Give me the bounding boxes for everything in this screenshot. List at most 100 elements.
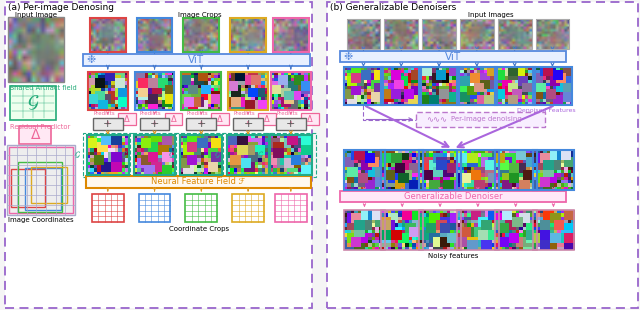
Bar bbox=[457, 150, 499, 190]
Bar bbox=[271, 72, 311, 110]
Bar bbox=[232, 194, 264, 222]
Text: $\Delta$: $\Delta$ bbox=[306, 113, 314, 125]
Bar bbox=[12, 88, 54, 118]
Text: Predicts: Predicts bbox=[276, 111, 298, 116]
Bar bbox=[275, 194, 307, 222]
Text: Input Image: Input Image bbox=[15, 12, 57, 18]
Bar bbox=[301, 113, 319, 125]
Text: $\mathcal{G}$: $\mathcal{G}$ bbox=[257, 149, 264, 161]
Bar bbox=[385, 19, 418, 49]
Text: $\mathcal{G}$: $\mathcal{G}$ bbox=[27, 94, 40, 112]
Bar bbox=[422, 19, 456, 49]
Bar bbox=[19, 162, 62, 212]
Text: Shared Artifact field: Shared Artifact field bbox=[10, 85, 77, 91]
Text: +: + bbox=[150, 119, 159, 129]
Text: $\mathcal{G}$: $\mathcal{G}$ bbox=[168, 149, 175, 161]
Bar bbox=[186, 118, 216, 130]
Text: Noisy features: Noisy features bbox=[428, 253, 478, 259]
Bar bbox=[381, 150, 423, 190]
Text: ❉: ❉ bbox=[344, 51, 353, 61]
Bar bbox=[227, 135, 269, 175]
Bar bbox=[8, 17, 64, 82]
Bar bbox=[10, 19, 62, 81]
Bar bbox=[273, 18, 308, 52]
Bar bbox=[118, 113, 136, 125]
Bar bbox=[223, 133, 273, 177]
Bar bbox=[12, 43, 40, 73]
Bar bbox=[184, 18, 220, 52]
Text: (b) Generalizable Denoisers: (b) Generalizable Denoisers bbox=[330, 3, 456, 12]
Bar bbox=[5, 2, 312, 308]
Bar bbox=[92, 194, 124, 222]
Bar bbox=[134, 135, 175, 175]
Bar bbox=[7, 145, 75, 215]
Bar bbox=[83, 54, 310, 66]
Bar bbox=[495, 67, 534, 105]
Bar bbox=[419, 150, 461, 190]
Bar bbox=[25, 168, 61, 210]
Bar bbox=[90, 18, 125, 52]
Bar bbox=[457, 67, 497, 105]
Text: Image Coordinates: Image Coordinates bbox=[8, 217, 74, 223]
Bar bbox=[344, 67, 383, 105]
Text: +: + bbox=[243, 119, 253, 129]
Text: ViT: ViT bbox=[188, 55, 204, 65]
Bar bbox=[276, 118, 306, 130]
Text: (a) Per-image Denosing: (a) Per-image Denosing bbox=[8, 3, 115, 12]
Bar bbox=[10, 86, 56, 120]
Bar bbox=[87, 135, 129, 175]
Text: +: + bbox=[196, 119, 206, 129]
Text: ❉: ❉ bbox=[86, 55, 95, 65]
Text: Coordinate Crops: Coordinate Crops bbox=[169, 226, 229, 232]
Bar bbox=[532, 150, 574, 190]
Bar bbox=[186, 194, 217, 222]
Text: Residual Predictor: Residual Predictor bbox=[10, 124, 70, 130]
Text: Generalizable Denoiser: Generalizable Denoiser bbox=[404, 192, 502, 201]
Bar bbox=[140, 118, 170, 130]
Text: $\mathcal{G}$: $\mathcal{G}$ bbox=[74, 149, 81, 161]
Bar bbox=[230, 18, 266, 52]
Bar bbox=[457, 210, 499, 250]
Bar bbox=[419, 210, 461, 250]
Text: Input Images: Input Images bbox=[468, 12, 514, 18]
Bar bbox=[258, 113, 276, 125]
Bar bbox=[495, 210, 536, 250]
Bar bbox=[93, 118, 123, 130]
Bar bbox=[10, 147, 73, 213]
Bar bbox=[228, 72, 268, 110]
Text: +: + bbox=[286, 119, 296, 129]
Text: Predicts: Predicts bbox=[93, 111, 115, 116]
Bar bbox=[326, 2, 638, 308]
Bar bbox=[340, 191, 566, 202]
Bar bbox=[381, 210, 423, 250]
Bar bbox=[344, 210, 385, 250]
Text: $\mathcal{G}$: $\mathcal{G}$ bbox=[214, 149, 221, 161]
Bar bbox=[416, 112, 545, 127]
Bar bbox=[86, 176, 311, 188]
Bar bbox=[532, 67, 572, 105]
Text: Image Crops: Image Crops bbox=[177, 12, 221, 18]
Text: $\Delta$: $\Delta$ bbox=[263, 113, 271, 125]
Bar bbox=[28, 42, 55, 70]
Text: $\Delta$: $\Delta$ bbox=[216, 113, 224, 125]
Bar bbox=[16, 39, 52, 79]
Bar bbox=[460, 19, 494, 49]
Text: $\mathcal{G}$: $\mathcal{G}$ bbox=[121, 149, 128, 161]
Text: $\Delta$: $\Delta$ bbox=[170, 113, 177, 125]
Text: ViT: ViT bbox=[445, 51, 461, 61]
Bar bbox=[19, 126, 51, 144]
Bar bbox=[180, 135, 222, 175]
Bar bbox=[164, 113, 182, 125]
Text: Predicts: Predicts bbox=[140, 111, 161, 116]
Text: Predicts: Predicts bbox=[186, 111, 208, 116]
Text: Per-image denoising: Per-image denoising bbox=[451, 117, 522, 122]
Bar bbox=[266, 133, 316, 177]
Bar bbox=[22, 44, 52, 76]
Bar bbox=[137, 18, 172, 52]
Bar bbox=[130, 133, 179, 177]
Bar bbox=[419, 67, 459, 105]
Bar bbox=[12, 169, 45, 207]
Bar bbox=[211, 113, 229, 125]
Bar bbox=[381, 67, 421, 105]
Bar bbox=[344, 150, 385, 190]
